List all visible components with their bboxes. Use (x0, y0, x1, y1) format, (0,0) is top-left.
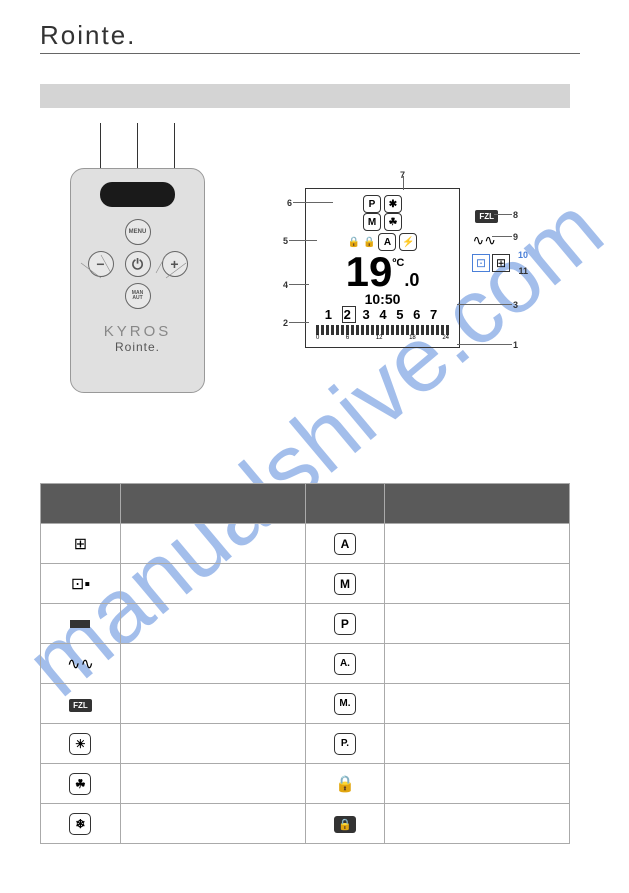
icon-legend-table: ⊞ A ⊡▪ M P ∿∿ A. FZL M. (40, 483, 570, 844)
day-3: 3 (363, 307, 373, 322)
lock-full-icon: 🔒 (363, 237, 375, 248)
p-icon: P (363, 195, 381, 213)
window-icon: ⊞ (492, 254, 510, 272)
table-row: ⊡▪ M (41, 564, 570, 604)
diagrams-row: MENU − ⏻ + MAN AUT KYROS Rointe. (40, 168, 589, 393)
table-row: ❄ 🔒 (41, 804, 570, 844)
sun-icon: ☀ (69, 733, 91, 755)
energy-icon: ⊡ (472, 254, 490, 272)
hour-0: 0 (316, 335, 319, 341)
lead (494, 214, 512, 215)
auto-mode-icon: A (334, 533, 356, 555)
table-header (41, 484, 570, 524)
m-icon: M (363, 213, 381, 231)
table-row: ☘ 🔒 (41, 764, 570, 804)
day-7: 7 (430, 307, 440, 322)
hour-24: 24 (442, 335, 449, 341)
hour-12: 12 (376, 335, 383, 341)
lcd-icon-row2: M ☘ (312, 213, 453, 231)
lcd-icon-row1: P ✱ (312, 195, 453, 213)
table-row: ⊞ A (41, 524, 570, 564)
remote-brand-kyros: KYROS (81, 323, 194, 340)
sun-icon: ⚡ (399, 233, 417, 251)
energy-icon: ⊡▪ (71, 574, 90, 594)
manual-mode-icon: M (334, 573, 356, 595)
callout-line (174, 123, 175, 171)
days-display: 1 2 3 4 5 6 7 (312, 307, 453, 322)
ir-window (100, 182, 175, 207)
hour-6: 6 (346, 335, 349, 341)
table-row: ∿∿ A. (41, 644, 570, 684)
fzl-icon: FZL (69, 699, 92, 712)
manaut-button: MAN AUT (125, 283, 151, 309)
day-5: 5 (396, 307, 406, 322)
leaf-icon: ☘ (384, 213, 402, 231)
day-6: 6 (413, 307, 423, 322)
bar-icon (70, 620, 90, 628)
heating-icon: ∿∿ (473, 232, 496, 249)
time-display: 10:50 (312, 291, 453, 307)
callout-4: 4 (283, 280, 288, 290)
lead (457, 344, 512, 345)
lead (293, 202, 333, 203)
callout-8: 8 (513, 210, 518, 220)
hour-18: 18 (409, 335, 416, 341)
temp-value: 19 (346, 253, 393, 291)
remote-diagram: MENU − ⏻ + MAN AUT KYROS Rointe. (70, 168, 205, 393)
section-bar (40, 84, 570, 108)
hour-labels: 0 6 12 18 24 (312, 335, 453, 341)
callout-9: 9 (513, 232, 518, 242)
callout-3: 3 (513, 300, 518, 310)
lcd-screen: P ✱ M ☘ 🔒 🔒 A ⚡ 19 ºC .0 10 (305, 188, 460, 348)
lead (403, 176, 404, 190)
lead (457, 304, 512, 305)
callout-11: 11 (518, 266, 528, 276)
table-row: FZL M. (41, 684, 570, 724)
callout-1: 1 (513, 340, 518, 350)
heating-icon: ∿∿ (67, 654, 94, 674)
lead (289, 322, 309, 323)
callout-2: 2 (283, 318, 288, 328)
hour-bar (316, 325, 449, 335)
leaf-icon: ☘ (69, 773, 91, 795)
table-row: P (41, 604, 570, 644)
lcd-diagram: P ✱ M ☘ 🔒 🔒 A ⚡ 19 ºC .0 10 (305, 188, 460, 348)
lock-full-icon: 🔒 (334, 816, 356, 833)
lock-icon: 🔒 (335, 774, 355, 794)
frost-icon: ❄ (69, 813, 91, 835)
day-1: 1 (325, 307, 335, 322)
frost-icon: ✱ (384, 195, 402, 213)
brand-logo: Rointe. (40, 20, 589, 51)
temp-decimal: .0 (404, 270, 419, 291)
window-icon: ⊞ (74, 534, 87, 554)
temp-unit: ºC (392, 257, 404, 269)
lead (289, 284, 309, 285)
program-lock-icon: P. (334, 733, 356, 755)
fzl-badge: FZL (475, 210, 498, 223)
temperature-display: 19 ºC .0 (312, 253, 453, 291)
manual-lock-icon: M. (334, 693, 356, 715)
callout-6: 6 (287, 198, 292, 208)
menu-button: MENU (125, 219, 151, 245)
lock-icon: 🔒 (348, 237, 360, 248)
page-content: Rointe. MENU − ⏻ + (0, 0, 629, 864)
day-4: 4 (379, 307, 389, 322)
header-underline (40, 53, 580, 54)
table-row: ☀ P. (41, 724, 570, 764)
callout-10: 10 (518, 250, 528, 260)
callout-5: 5 (283, 236, 288, 246)
program-mode-icon: P (334, 613, 356, 635)
lead (492, 236, 512, 237)
day-2-selected: 2 (342, 306, 356, 323)
remote-brand-rointe: Rointe. (81, 340, 194, 354)
lead (289, 240, 317, 241)
callout-line (100, 123, 101, 171)
auto-lock-icon: A. (334, 653, 356, 675)
remote-body: MENU − ⏻ + MAN AUT KYROS Rointe. (70, 168, 205, 393)
